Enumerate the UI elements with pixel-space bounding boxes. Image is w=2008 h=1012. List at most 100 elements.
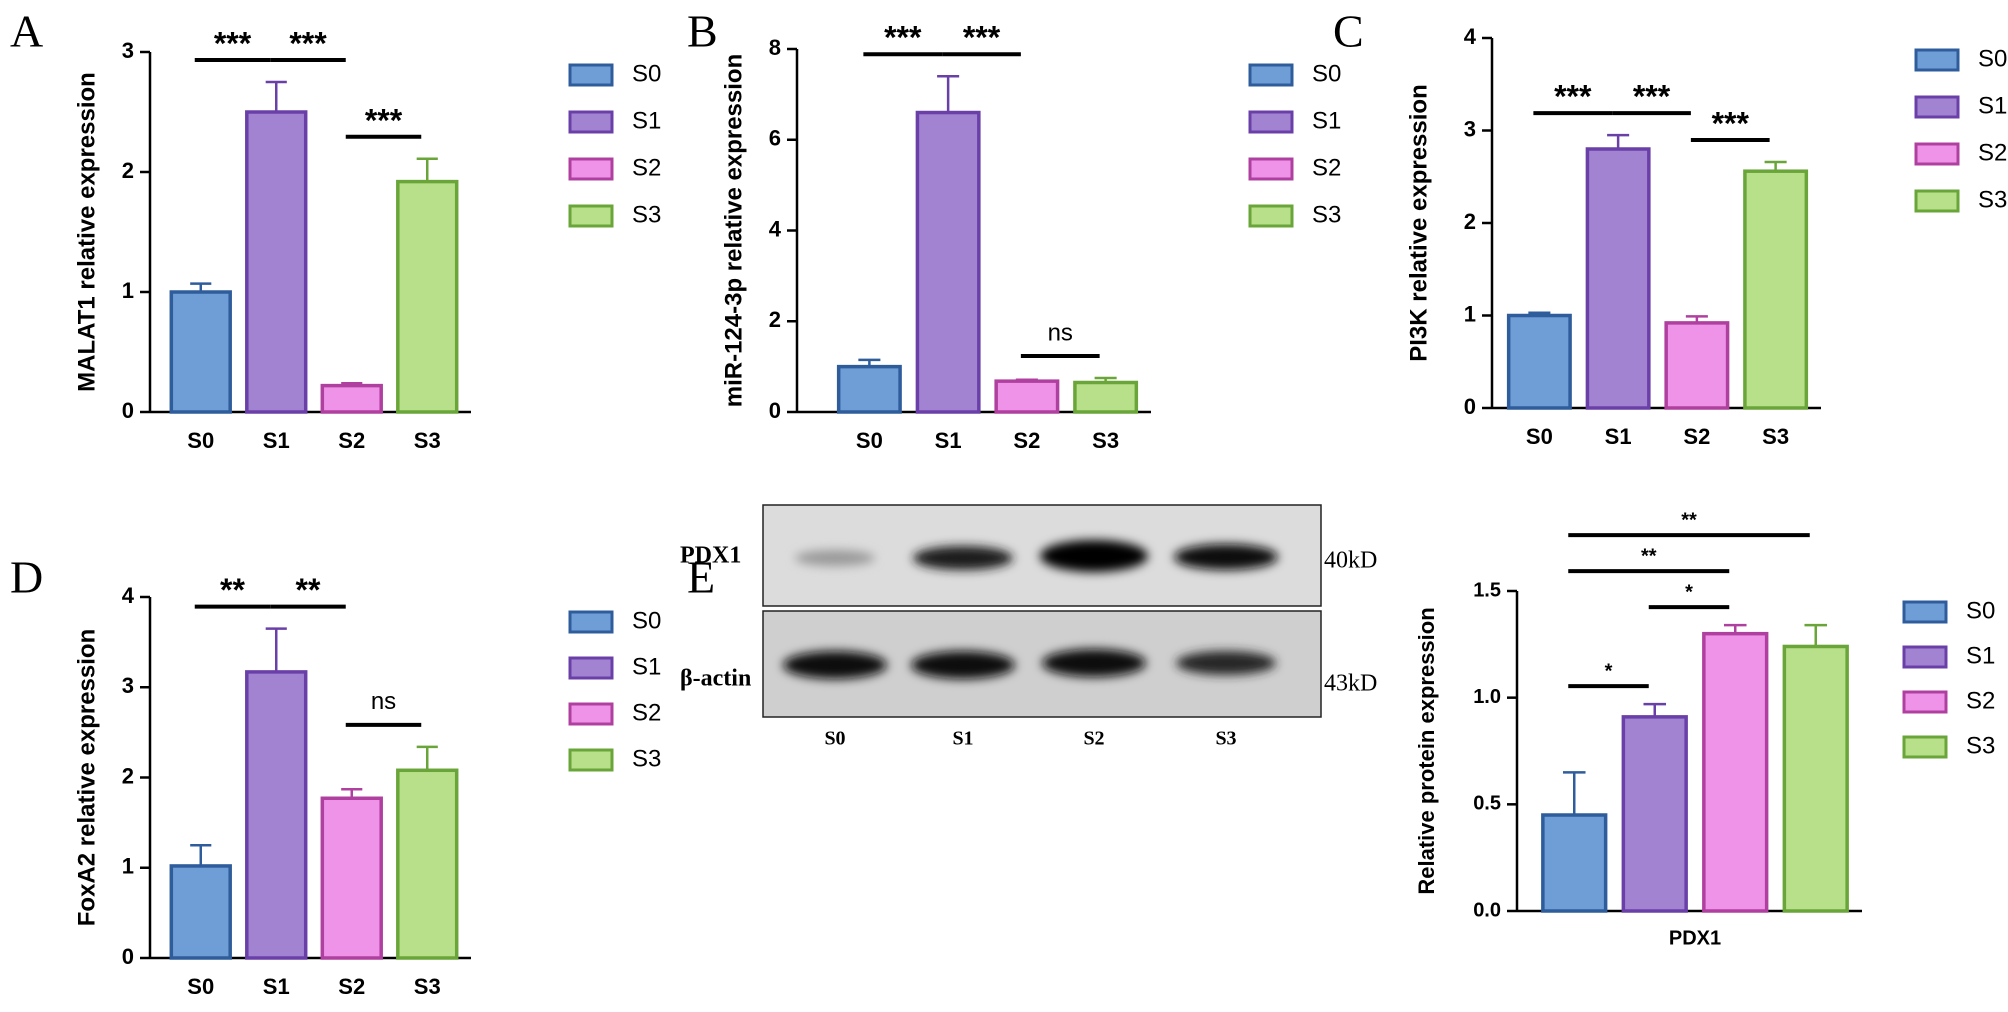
significance-label: * xyxy=(1685,581,1693,603)
error-bar xyxy=(1764,160,1787,172)
y-tick-label: 2 xyxy=(122,158,134,183)
legend-swatch xyxy=(568,157,614,181)
legend-swatch xyxy=(1902,600,1948,624)
error-bar xyxy=(937,74,960,113)
blot-lane-label: S0 xyxy=(824,728,845,750)
y-tick-label: 0.0 xyxy=(1473,899,1501,921)
x-axis-label: PDX1 xyxy=(1669,927,1721,949)
western-blot xyxy=(762,504,1322,718)
y-tick-label: 1.0 xyxy=(1473,686,1501,708)
legend-swatch xyxy=(1248,157,1294,181)
legend-label: S0 xyxy=(1312,60,1341,87)
significance-label: *** xyxy=(1712,105,1750,141)
error-bar xyxy=(1685,315,1708,323)
significance-label: ** xyxy=(1681,509,1697,531)
error-bar xyxy=(341,381,363,386)
error-bar xyxy=(190,282,212,292)
significance-label: ** xyxy=(220,572,245,608)
x-tick-label: S2 xyxy=(1013,428,1040,453)
bar xyxy=(1782,644,1849,913)
bar xyxy=(169,290,232,414)
legend-swatch xyxy=(1902,690,1948,714)
y-tick-label: 0.5 xyxy=(1473,793,1501,815)
bar xyxy=(1585,147,1651,410)
error-bar xyxy=(1528,311,1551,316)
y-tick-label: 8 xyxy=(769,35,781,60)
legend-label: S1 xyxy=(1312,107,1341,134)
error-bar xyxy=(190,843,212,866)
legend-swatch xyxy=(568,702,614,726)
legend-label: S3 xyxy=(632,201,661,228)
error-bar xyxy=(1607,133,1630,149)
y-axis-label: FoxA2 relative expression xyxy=(73,629,100,926)
bar xyxy=(915,110,981,414)
legend-label: S3 xyxy=(632,745,661,772)
x-tick-label: S3 xyxy=(1762,424,1789,449)
legend-label: S2 xyxy=(632,154,661,181)
legend-swatch xyxy=(1914,95,1960,119)
blot-row-label: PDX1 xyxy=(680,543,741,569)
legend-label: S3 xyxy=(1978,186,2007,213)
bar xyxy=(994,379,1060,414)
y-tick-label: 1 xyxy=(122,278,134,303)
x-tick-label: S0 xyxy=(1526,424,1553,449)
error-bar xyxy=(1804,623,1828,647)
blot-bands xyxy=(783,540,1278,679)
significance-label: * xyxy=(1605,660,1613,682)
panel-label: B xyxy=(687,6,718,57)
error-bar xyxy=(416,157,438,182)
x-tick-label: S0 xyxy=(187,974,214,999)
legend-label: S2 xyxy=(1312,154,1341,181)
y-tick-label: 6 xyxy=(769,126,781,151)
significance-label: *** xyxy=(1633,79,1671,115)
legend-swatch xyxy=(1914,189,1960,213)
legend-swatch xyxy=(568,204,614,228)
significance-label: ** xyxy=(296,572,321,608)
bar xyxy=(1073,380,1139,414)
significance-label: ns xyxy=(1048,319,1073,346)
legend-label: S2 xyxy=(1978,139,2007,166)
error-bar xyxy=(1562,771,1586,815)
significance-label: *** xyxy=(884,20,922,56)
y-tick-label: 2 xyxy=(769,307,781,332)
y-tick-label: 4 xyxy=(1464,24,1477,49)
x-tick-label: S0 xyxy=(856,428,883,453)
legend-swatch xyxy=(1902,645,1948,669)
panel: E Relative protein expression 0.0 0.5 1.0 1.5… xyxy=(687,509,1995,949)
legend-label: S0 xyxy=(1966,597,1995,624)
x-tick-label: S3 xyxy=(1092,428,1119,453)
error-bar xyxy=(1015,378,1038,382)
x-tick-label: S1 xyxy=(935,428,962,453)
legend-label: S0 xyxy=(1978,45,2007,72)
blot-row-label: β-actin xyxy=(680,666,751,692)
legend-swatch xyxy=(568,110,614,134)
x-tick-label: S2 xyxy=(338,428,365,453)
bar xyxy=(320,383,383,414)
bar xyxy=(396,768,459,960)
significance-label: ns xyxy=(371,688,396,715)
bar xyxy=(836,364,902,414)
panel-label: C xyxy=(1333,6,1364,57)
legend-swatch xyxy=(1248,63,1294,87)
panel-label: D xyxy=(10,552,43,603)
bar xyxy=(1506,313,1572,410)
panel: C PI3K relative expression 0 1 2 3 4 S0 S1 S2 S3 **… xyxy=(1333,6,2007,449)
legend-label: S1 xyxy=(1978,92,2007,119)
legend-label: S1 xyxy=(1966,642,1995,669)
significance-label: ** xyxy=(1641,545,1657,567)
y-axis-label: miR-124-3p relative expression xyxy=(720,54,747,408)
x-tick-label: S1 xyxy=(263,428,290,453)
error-bar xyxy=(1643,702,1667,717)
bar xyxy=(320,796,383,960)
bar xyxy=(396,179,459,414)
legend-label: S3 xyxy=(1966,732,1995,759)
x-tick-label: S2 xyxy=(338,974,365,999)
error-bar xyxy=(265,627,287,672)
y-tick-label: 1 xyxy=(122,854,134,879)
legend-swatch xyxy=(1914,48,1960,72)
y-tick-label: 0 xyxy=(122,398,134,423)
y-tick-label: 1 xyxy=(1464,301,1476,326)
legend-swatch xyxy=(1914,142,1960,166)
legend-label: S0 xyxy=(632,607,661,634)
